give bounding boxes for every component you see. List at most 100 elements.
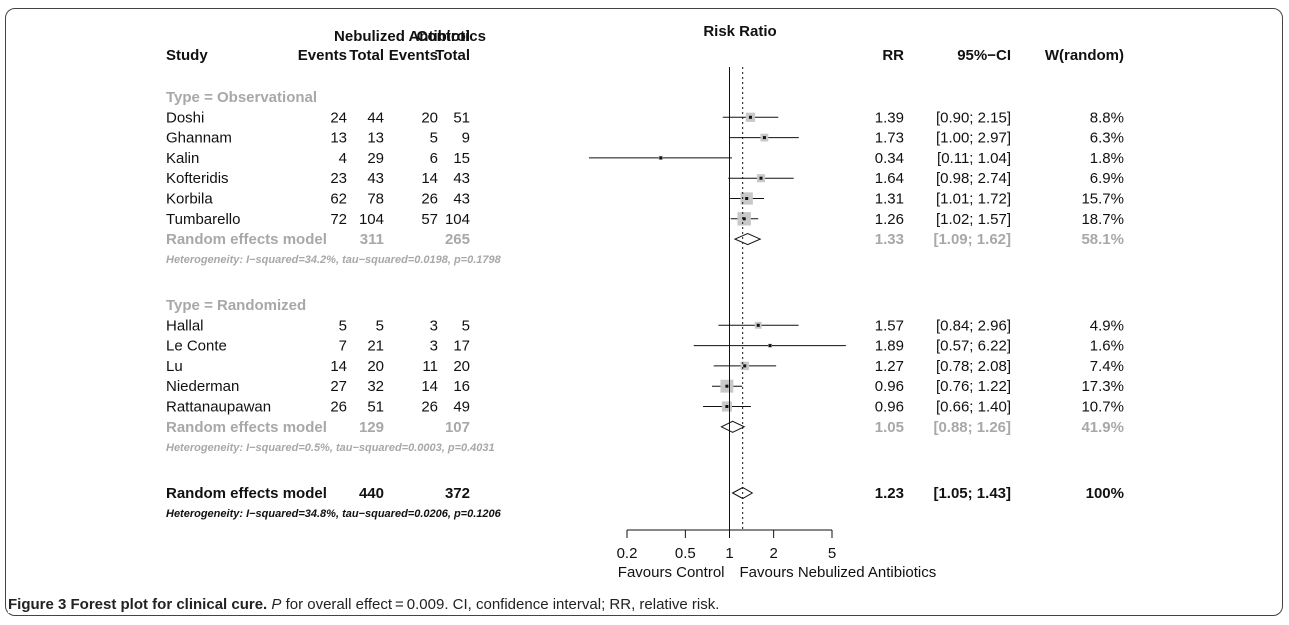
events-control: 6: [430, 150, 438, 167]
figure-caption: Figure 3 Forest plot for clinical cure. …: [8, 596, 726, 613]
events-nebulized: 62: [330, 191, 347, 208]
rr-value: 1.64: [875, 170, 904, 187]
point-estimate: [759, 176, 763, 180]
events-control: 20: [421, 109, 438, 126]
favours-nebulized-label: Favours Nebulized Antibiotics: [740, 564, 937, 581]
x-tick-label: 1: [725, 545, 733, 562]
events-control: 5: [430, 130, 438, 147]
events-nebulized: 23: [330, 170, 347, 187]
header-study: Study: [166, 47, 208, 64]
total-control: 51: [453, 109, 470, 126]
subgroup-rr: 1.05: [875, 419, 904, 436]
figure-frame: [5, 8, 1283, 616]
header-weight: W(random): [1045, 47, 1124, 64]
subgroup-diamond: [720, 420, 746, 433]
rr-value: 1.57: [875, 317, 904, 334]
events-nebulized: 5: [339, 317, 347, 334]
study-name: Niederman: [166, 378, 239, 395]
study-name: Ghannam: [166, 130, 232, 147]
weight-value: 7.4%: [1090, 358, 1124, 375]
point-estimate: [748, 115, 752, 119]
total-control: 49: [453, 399, 470, 416]
subgroup-weight: 58.1%: [1081, 231, 1124, 248]
header-events-nebulized: Events: [298, 47, 347, 64]
total-nebulized: 43: [367, 170, 384, 187]
study-name: Doshi: [166, 109, 204, 126]
ci-value: [0.66; 1.40]: [936, 399, 1011, 416]
subgroup-ci: [0.88; 1.26]: [933, 419, 1011, 436]
events-control: 14: [421, 378, 438, 395]
total-control: 20: [453, 358, 470, 375]
overall-diamond: [731, 486, 754, 500]
rr-value: 0.96: [875, 378, 904, 395]
subgroup-label: Type = Randomized: [166, 297, 306, 314]
total-control: 5: [462, 317, 470, 334]
events-nebulized: 14: [330, 358, 347, 375]
ci-value: [0.84; 2.96]: [936, 317, 1011, 334]
point-estimate: [742, 217, 746, 221]
ci-value: [0.78; 2.08]: [936, 358, 1011, 375]
caption-text: for overall effect = 0.009. CI, confiden…: [281, 596, 720, 613]
header-total-nebulized: Total: [349, 47, 384, 64]
rr-value: 1.39: [875, 109, 904, 126]
ci-value: [1.01; 1.72]: [936, 191, 1011, 208]
subgroup-total-control: 265: [445, 231, 470, 248]
study-name: Korbila: [166, 191, 213, 208]
total-control: 43: [453, 170, 470, 187]
weight-value: 17.3%: [1081, 378, 1124, 395]
events-nebulized: 27: [330, 378, 347, 395]
study-name: Hallal: [166, 317, 204, 334]
point-estimate: [725, 405, 729, 408]
subgroup-total-control: 107: [445, 419, 470, 436]
ci-value: [0.57; 6.22]: [936, 338, 1011, 355]
study-name: Rattanaupawan: [166, 399, 271, 416]
total-nebulized: 5: [376, 317, 384, 334]
events-nebulized: 4: [339, 150, 347, 167]
x-tick-label: 2: [769, 545, 777, 562]
events-control: 3: [430, 317, 438, 334]
point-estimate: [745, 197, 749, 200]
subgroup-label: Type = Observational: [166, 89, 317, 106]
total-nebulized: 29: [367, 150, 384, 167]
header-ci: 95%−CI: [957, 47, 1011, 64]
weight-value: 10.7%: [1081, 399, 1124, 416]
rr-value: 1.31: [875, 191, 904, 208]
x-tick-label: 5: [828, 545, 836, 562]
weight-value: 4.9%: [1090, 317, 1124, 334]
total-nebulized: 51: [367, 399, 384, 416]
events-control: 26: [421, 191, 438, 208]
caption-label: Figure 3 Forest plot for clinical cure.: [8, 596, 268, 613]
overall-rr: 1.23: [875, 485, 904, 502]
events-nebulized: 72: [330, 211, 347, 228]
subgroup-total-nebulized: 311: [360, 231, 384, 248]
events-nebulized: 24: [330, 109, 347, 126]
overall-total-control: 372: [445, 485, 470, 502]
weight-value: 1.8%: [1090, 150, 1124, 167]
ci-value: [0.11; 1.04]: [937, 150, 1011, 167]
events-control: 26: [421, 399, 438, 416]
header-risk-ratio: Risk Ratio: [703, 23, 776, 40]
overall-weight: 100%: [1086, 485, 1124, 502]
total-nebulized: 104: [359, 211, 384, 228]
rr-value: 1.27: [875, 358, 904, 375]
ci-value: [0.76; 1.22]: [936, 378, 1011, 395]
header-total-control: Total: [435, 47, 470, 64]
subgroup-weight: 41.9%: [1081, 419, 1124, 436]
header-rr: RR: [882, 47, 904, 64]
events-nebulized: 13: [330, 130, 347, 147]
weight-value: 18.7%: [1081, 211, 1124, 228]
total-nebulized: 20: [367, 358, 384, 375]
point-estimate: [756, 323, 760, 327]
caption-p-symbol: P: [271, 596, 282, 613]
rr-value: 1.89: [875, 338, 904, 355]
weight-value: 8.8%: [1090, 109, 1124, 126]
study-name: Kofteridis: [166, 170, 229, 187]
study-name: Lu: [166, 358, 183, 375]
overall-ci: [1.05; 1.43]: [933, 485, 1011, 502]
rr-value: 0.96: [875, 399, 904, 416]
study-name: Kalin: [166, 150, 199, 167]
subgroup-rr: 1.33: [875, 231, 904, 248]
ci-value: [1.00; 2.97]: [936, 130, 1011, 147]
total-nebulized: 44: [367, 109, 384, 126]
